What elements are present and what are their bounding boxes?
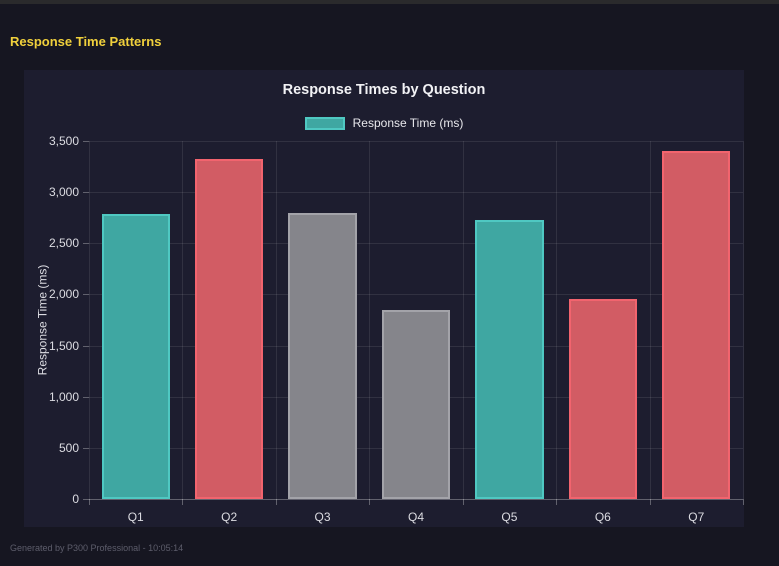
plot-area (83, 141, 744, 505)
v-gridline (649, 141, 651, 499)
page-title: Response Time Patterns (10, 34, 162, 49)
v-gridline (743, 141, 744, 499)
y-axis-labels: 0 500 1,000 1,500 2,000 2,500 3,000 3,500 (24, 134, 79, 506)
v-gridline (462, 141, 464, 499)
x-tick-mark (369, 499, 371, 505)
bar-q6[interactable] (568, 299, 637, 499)
x-tick-label-q5: Q5 (501, 510, 518, 524)
x-tick-mark (743, 499, 744, 505)
h-gridline (89, 243, 743, 245)
y-tick-mark (83, 294, 89, 296)
footer-status-text: Generated by P300 Professional - 10:05:1… (10, 543, 184, 553)
v-gridline (369, 141, 371, 499)
y-tick-mark (83, 141, 89, 142)
chart-legend[interactable]: Response Time (ms) (24, 116, 744, 130)
x-tick-label-q7: Q7 (688, 510, 705, 524)
v-gridline (182, 141, 184, 499)
y-tick-label: 3,000 (48, 185, 79, 200)
x-tick-mark (556, 499, 558, 505)
x-tick-label-q2: Q2 (221, 510, 238, 524)
y-tick-label: 1,000 (48, 389, 79, 404)
x-tick-label-q4: Q4 (407, 510, 424, 524)
v-gridline (556, 141, 558, 499)
x-tick-label-q1: Q1 (127, 510, 144, 524)
window-top-strip (0, 0, 779, 4)
bar-q4[interactable] (381, 310, 451, 499)
y-tick-label: 2,000 (48, 287, 79, 302)
x-tick-mark (182, 499, 184, 505)
h-gridline (89, 141, 743, 142)
x-tick-label-q3: Q3 (314, 510, 331, 524)
bar-q7[interactable] (662, 150, 731, 499)
y-tick-mark (83, 192, 89, 194)
bar-q3[interactable] (288, 212, 357, 499)
y-tick-label: 0 (72, 492, 79, 506)
y-tick-label: 2,500 (48, 236, 79, 251)
h-gridline (89, 192, 743, 194)
x-tick-mark (462, 499, 464, 505)
x-axis-line (89, 499, 743, 500)
v-gridline (275, 141, 277, 499)
x-tick-mark (89, 499, 90, 505)
legend-swatch (304, 116, 345, 130)
x-tick-mark (275, 499, 277, 505)
v-gridline (89, 141, 90, 499)
chart-title: Response Times by Question (282, 82, 486, 98)
y-tick-mark (83, 447, 89, 449)
y-tick-mark (83, 396, 89, 398)
y-tick-label: 3,500 (48, 134, 79, 148)
y-tick-mark (83, 499, 89, 500)
y-tick-label: 500 (58, 440, 79, 455)
y-tick-mark (83, 345, 89, 347)
x-tick-label-q6: Q6 (594, 510, 611, 524)
bar-q2[interactable] (195, 158, 264, 499)
h-gridline (89, 294, 743, 296)
x-axis-labels: Q1 Q2 Q3 Q4 Q5 Q6 Q7 (89, 510, 743, 526)
y-tick-mark (83, 243, 89, 245)
legend-label: Response Time (ms) (352, 116, 464, 130)
bar-q1[interactable] (101, 213, 170, 499)
x-tick-mark (649, 499, 651, 505)
y-tick-label: 1,500 (48, 338, 79, 353)
chart-panel: Response Times by Question Response Time… (24, 70, 744, 527)
bar-q5[interactable] (475, 219, 544, 499)
